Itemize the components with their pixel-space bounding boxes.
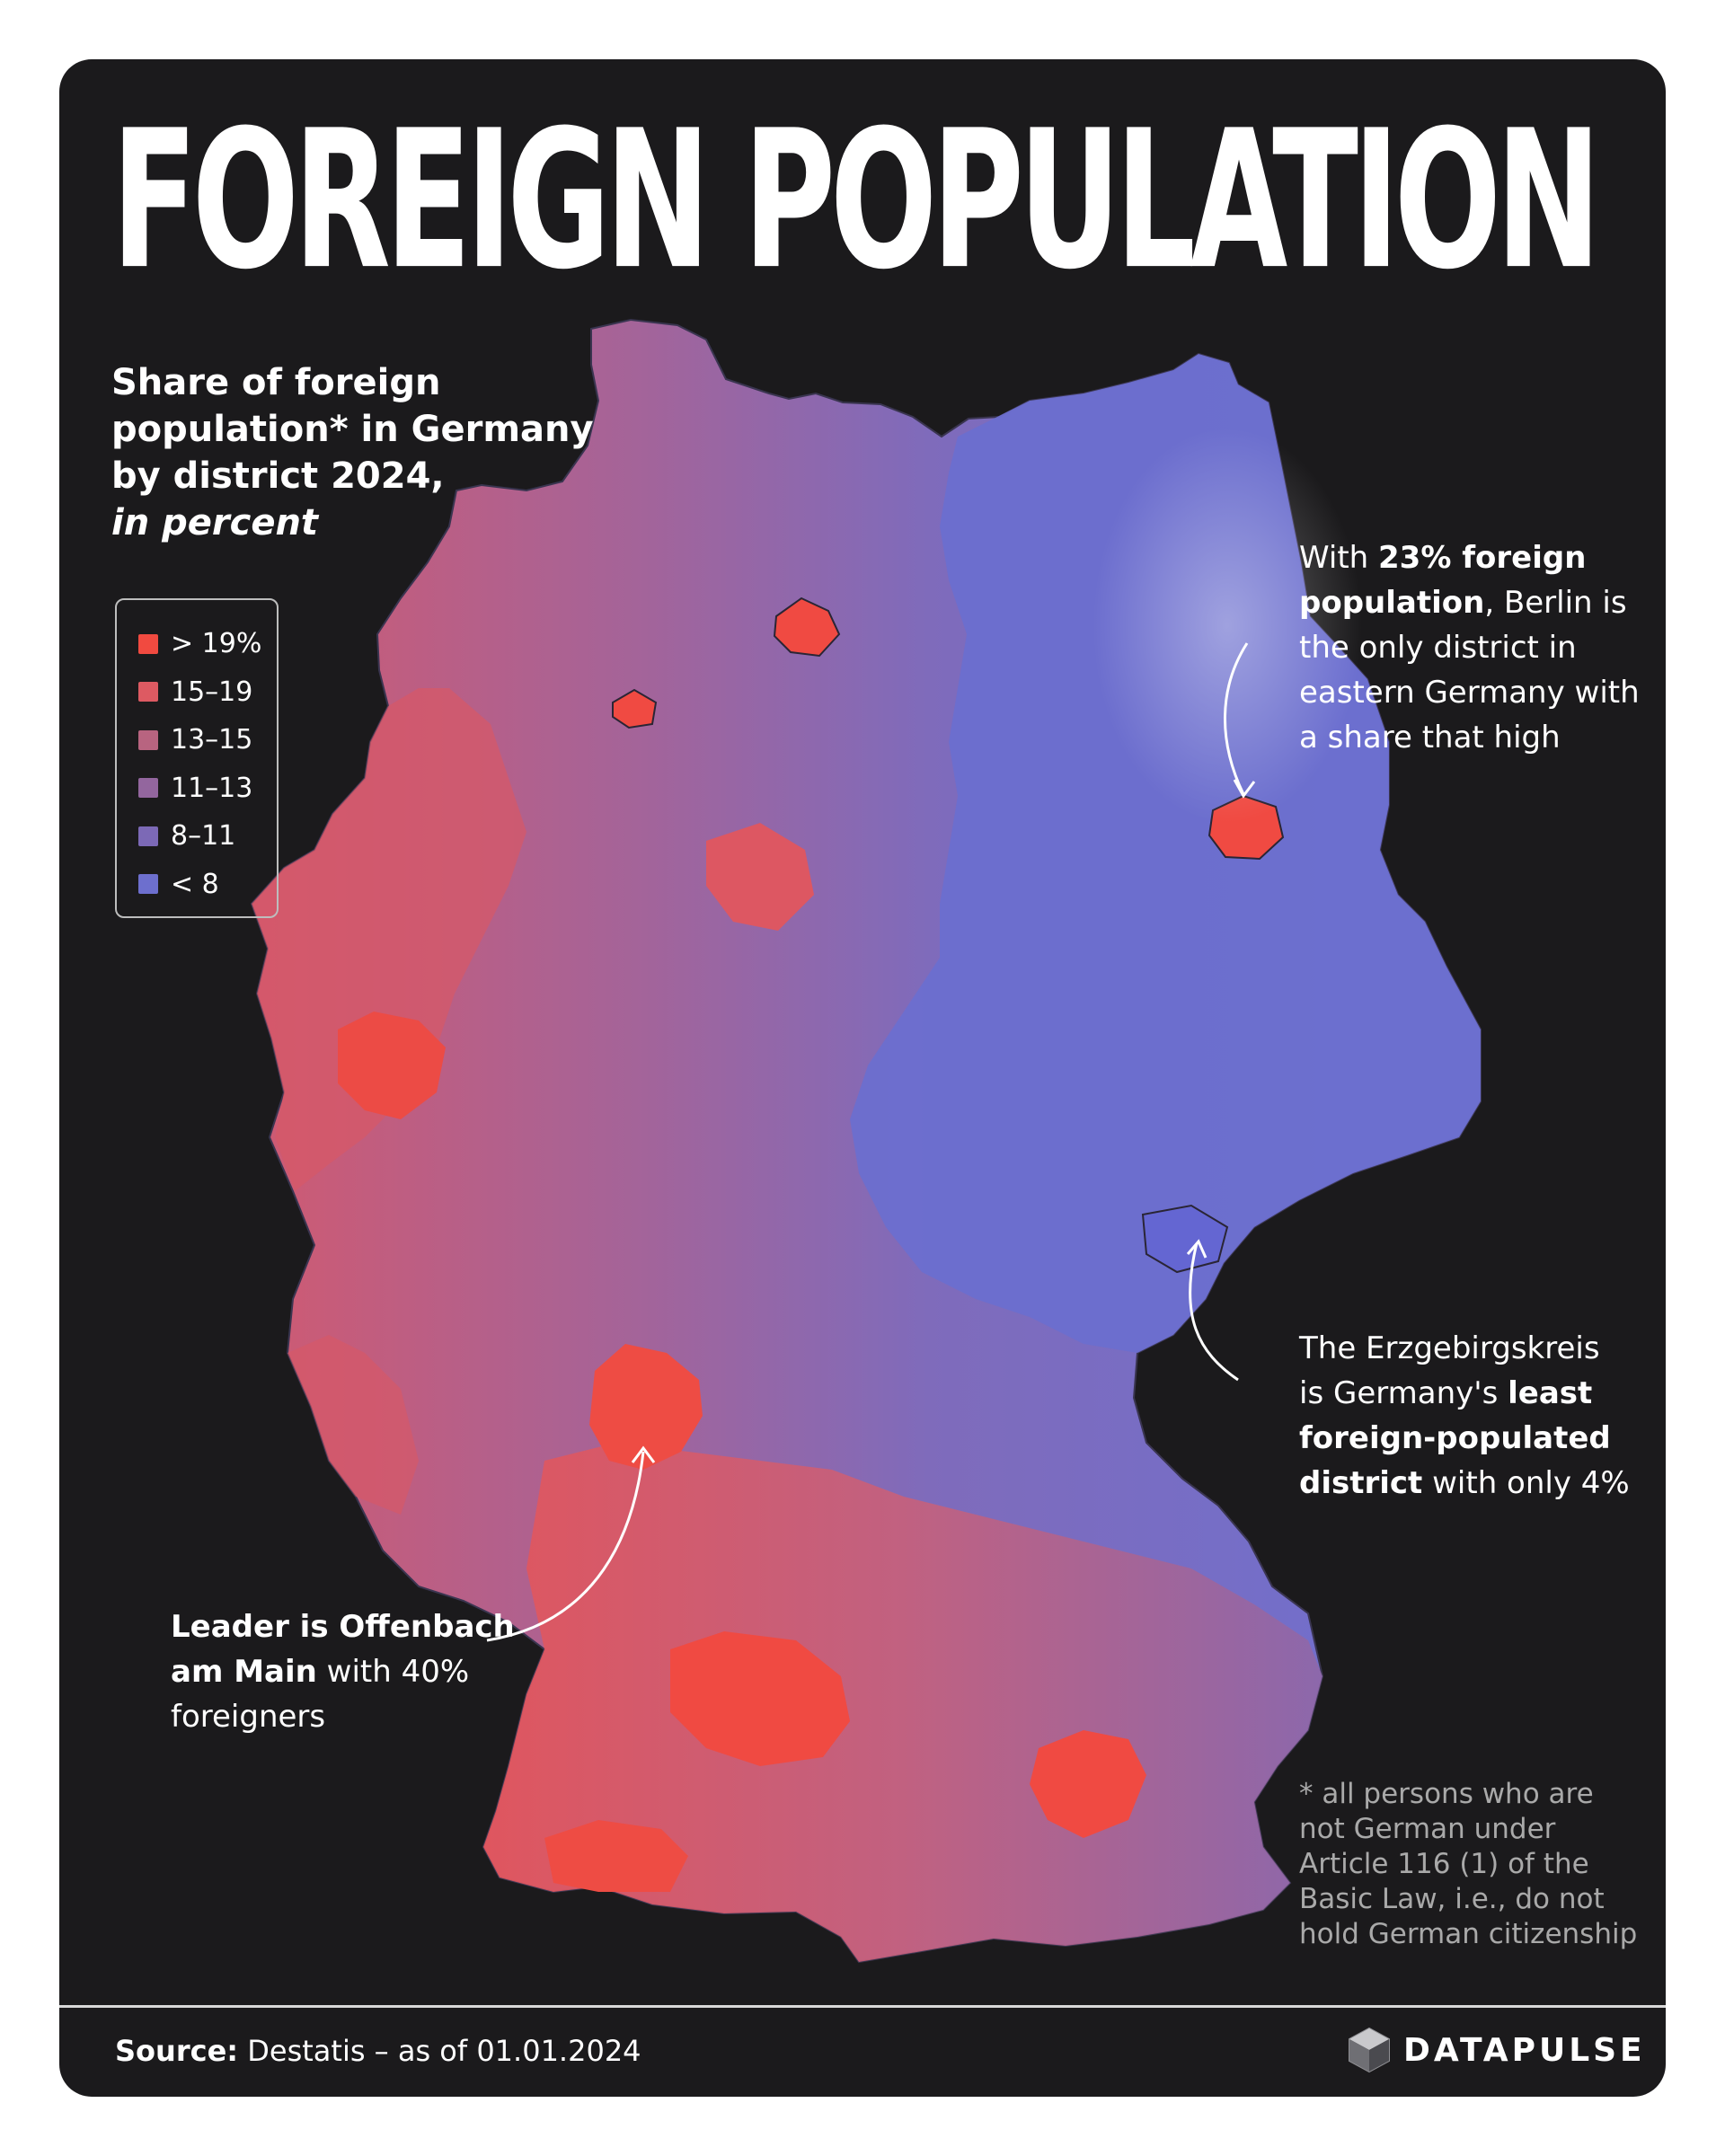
annotation-bold: least: [1508, 1375, 1593, 1411]
legend-swatch: [138, 729, 158, 750]
annotation-text: foreigners: [171, 1699, 326, 1735]
west-region: [252, 688, 526, 1191]
south-region: [483, 1443, 1322, 1962]
ruhr-hotspot: [338, 1012, 446, 1119]
offenbach-annotation: Leader is Offenbach am Main with 40% for…: [171, 1604, 515, 1739]
southwest-region: [288, 1335, 419, 1515]
subtitle-line-2: population* in Germany: [111, 409, 594, 450]
footnote-line: Article 116 (1) of the: [1299, 1848, 1589, 1880]
annotation-bold: district: [1299, 1465, 1423, 1501]
hanover-area: [706, 823, 814, 931]
legend-swatch: [138, 778, 158, 799]
legend-swatch: [138, 633, 158, 654]
bremen-city: [612, 688, 658, 729]
berlin-annotation: With 23% foreign population, Berlin is t…: [1299, 535, 1640, 760]
footnote-line: Basic Law, i.e., do not: [1299, 1883, 1605, 1915]
footer-divider: [59, 2005, 1666, 2008]
legend-label: > 19%: [171, 628, 262, 660]
legend-label: 8–11: [171, 820, 236, 853]
annotation-text: the only district in: [1299, 630, 1577, 666]
legend-label: < 8: [171, 868, 219, 900]
annotation-text: with 40%: [316, 1654, 470, 1690]
legend-item: 15–19: [138, 668, 277, 717]
berlin-arrowhead: [1233, 779, 1256, 799]
legend-label: 11–13: [171, 772, 253, 804]
legend-swatch: [138, 682, 158, 702]
annotation-text: With: [1299, 540, 1379, 576]
footnote: * all persons who are not German under A…: [1299, 1777, 1637, 1952]
east-region: [850, 354, 1481, 1353]
footnote-line: not German under: [1299, 1813, 1556, 1845]
legend-item: 8–11: [138, 812, 277, 861]
subtitle-line-4: in percent: [111, 502, 319, 543]
source-credit: Source: Destatis – as of 01.01.2024: [115, 2034, 641, 2068]
stuttgart-hotspot: [670, 1631, 850, 1766]
infographic-card: FOREIGN POPULATION Share of foreign popu…: [59, 59, 1666, 2097]
annotation-text: a share that high: [1299, 720, 1561, 755]
annotation-text: with only 4%: [1422, 1465, 1630, 1501]
legend: > 19% 15–19 13–15 11–13 8–11 < 8: [115, 598, 279, 918]
brand-name: DATAPULSE: [1403, 2031, 1646, 2069]
hamburg-city: [773, 596, 841, 658]
legend-item: 13–15: [138, 716, 277, 764]
annotation-bold: population: [1299, 585, 1485, 621]
annotation-bold: 23% foreign: [1378, 540, 1587, 576]
south-baden-hotspot: [544, 1820, 688, 1892]
legend-item: < 8: [138, 861, 277, 909]
annotation-bold: am Main: [171, 1654, 317, 1690]
annotation-text: The Erzgebirgskreis: [1299, 1330, 1600, 1366]
annotation-text: , Berlin is: [1484, 585, 1627, 621]
source-label: Source:: [115, 2034, 239, 2068]
page-title: FOREIGN POPULATION: [111, 90, 1601, 312]
offenbach-arrow: [486, 1451, 645, 1642]
legend-swatch: [138, 874, 158, 895]
legend-item: > 19%: [138, 620, 277, 668]
source-text: Destatis – as of 01.01.2024: [238, 2034, 641, 2068]
legend-label: 13–15: [171, 724, 253, 756]
legend-swatch: [138, 826, 158, 846]
munich-hotspot: [1030, 1730, 1146, 1838]
brand-logo: DATAPULSE: [1348, 2027, 1646, 2073]
hexagon-cube-icon: [1349, 2027, 1390, 2073]
footnote-line: hold German citizenship: [1299, 1918, 1638, 1950]
erzgebirge-arrowhead: [1186, 1239, 1208, 1259]
subtitle-line-3: by district 2024,: [111, 455, 445, 497]
offenbach-arrowhead: [631, 1445, 656, 1463]
annotation-text: eastern Germany with: [1299, 675, 1640, 711]
germany-map: [250, 318, 1482, 1964]
legend-item: 11–13: [138, 764, 277, 813]
berlin-arrow: [1224, 642, 1249, 795]
map-subtitle: Share of foreign population* in Germany …: [111, 359, 615, 546]
erzgebirge-annotation: The Erzgebirgskreis is Germany's least f…: [1299, 1326, 1630, 1506]
rhine-main-hotspot: [589, 1344, 703, 1470]
footnote-line: * all persons who are: [1299, 1778, 1594, 1810]
annotation-bold: Leader is Offenbach: [171, 1609, 515, 1645]
annotation-text: is Germany's: [1299, 1375, 1508, 1411]
legend-label: 15–19: [171, 676, 253, 708]
berlin-spotlight: [1092, 428, 1362, 823]
annotation-bold: foreign-populated: [1299, 1420, 1611, 1456]
subtitle-line-1: Share of foreign: [111, 362, 441, 403]
erzgebirge-arrow: [1189, 1242, 1239, 1382]
